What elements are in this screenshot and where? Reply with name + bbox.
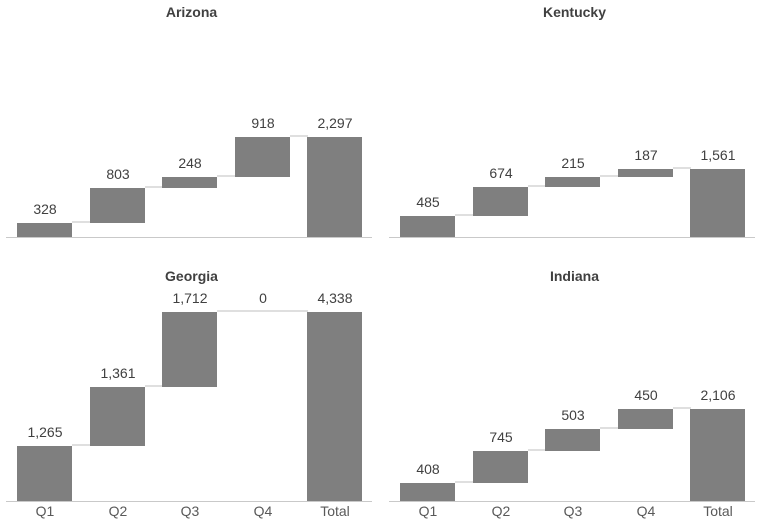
bar-q4	[235, 310, 290, 312]
waterfall-connector	[290, 135, 308, 137]
bar-q4	[235, 137, 290, 177]
bar-q2	[90, 387, 145, 446]
value-label-q3: 215	[561, 155, 585, 171]
value-label-q3: 1,712	[172, 290, 208, 306]
waterfall-connector	[217, 310, 235, 312]
bar-q3	[545, 177, 600, 187]
bar-q3	[545, 429, 600, 451]
chart-title: Indiana	[549, 268, 599, 284]
x-axis-label-total: Total	[703, 503, 733, 519]
bar-total	[307, 312, 362, 501]
x-axis-line	[6, 237, 372, 238]
chart-panel-top-left: Arizona 328 803 248 918 2,297	[0, 0, 383, 264]
value-label-total: 4,338	[317, 290, 353, 306]
value-label-q2: 674	[489, 165, 513, 181]
x-axis-label-q2: Q2	[491, 503, 511, 519]
value-label-q4: 450	[634, 387, 658, 403]
waterfall-connector	[145, 385, 163, 387]
value-label-q1: 408	[416, 461, 440, 477]
bar-q4	[618, 169, 673, 177]
chart-title: Arizona	[165, 4, 218, 20]
value-label-total: 2,106	[700, 387, 736, 403]
x-axis-label-q4: Q4	[636, 503, 656, 519]
x-axis-label-q4: Q4	[253, 503, 273, 519]
value-label-q3: 248	[178, 155, 202, 171]
waterfall-connector	[72, 444, 90, 446]
value-label-q2: 803	[106, 166, 130, 182]
waterfall-connector	[673, 407, 691, 409]
value-label-total: 2,297	[317, 115, 353, 131]
chart-panel-top-right: Kentucky 485 674 215 187 1,561	[383, 0, 766, 264]
x-axis-label-q1: Q1	[418, 503, 438, 519]
x-axis-line	[389, 237, 755, 238]
x-axis-label-q3: Q3	[180, 503, 200, 519]
waterfall-connector	[455, 214, 473, 216]
bar-total	[307, 137, 362, 237]
waterfall-connector	[528, 449, 546, 451]
waterfall-connector	[673, 167, 691, 169]
x-axis-label-q3: Q3	[563, 503, 583, 519]
value-label-q1: 328	[33, 201, 57, 217]
waterfall-connector	[290, 310, 308, 312]
x-axis-line	[389, 501, 755, 502]
waterfall-connector	[72, 221, 90, 223]
bar-q3	[162, 177, 217, 188]
bar-q1	[400, 483, 455, 501]
x-axis-label-q1: Q1	[35, 503, 55, 519]
value-label-q1: 1,265	[27, 424, 63, 440]
bar-q3	[162, 312, 217, 387]
bar-q2	[473, 451, 528, 483]
bar-q1	[17, 223, 72, 237]
bar-q1	[17, 446, 72, 501]
waterfall-connector	[145, 186, 163, 188]
value-label-q1: 485	[416, 194, 440, 210]
chart-panel-bottom-left: Georgia 1,265 Q1 1,361 Q2 1,712 Q3 0 Q4 4,338 Tot…	[0, 264, 383, 528]
waterfall-connector	[528, 185, 546, 187]
bar-q1	[400, 216, 455, 237]
chart-title: Georgia	[165, 268, 218, 284]
waterfall-connector	[600, 427, 618, 429]
bar-q4	[618, 409, 673, 429]
x-axis-line	[6, 501, 372, 502]
chart-panel-bottom-right: Indiana 408 Q1 745 Q2 503 Q3 450 Q4 2,106 Total	[383, 264, 766, 528]
bar-total	[690, 409, 745, 501]
waterfall-connector	[455, 481, 473, 483]
bar-total	[690, 169, 745, 237]
value-label-q3: 503	[561, 407, 585, 423]
value-label-q4: 918	[251, 115, 275, 131]
bar-q2	[473, 187, 528, 216]
waterfall-connector	[600, 175, 618, 177]
x-axis-label-total: Total	[320, 503, 350, 519]
value-label-q2: 1,361	[100, 365, 136, 381]
value-label-q4: 187	[634, 147, 658, 163]
chart-title: Kentucky	[542, 4, 607, 20]
bar-q2	[90, 188, 145, 223]
waterfall-connector	[217, 175, 235, 177]
value-label-total: 1,561	[700, 147, 736, 163]
value-label-q2: 745	[489, 429, 513, 445]
x-axis-label-q2: Q2	[108, 503, 128, 519]
value-label-q4: 0	[259, 290, 267, 306]
